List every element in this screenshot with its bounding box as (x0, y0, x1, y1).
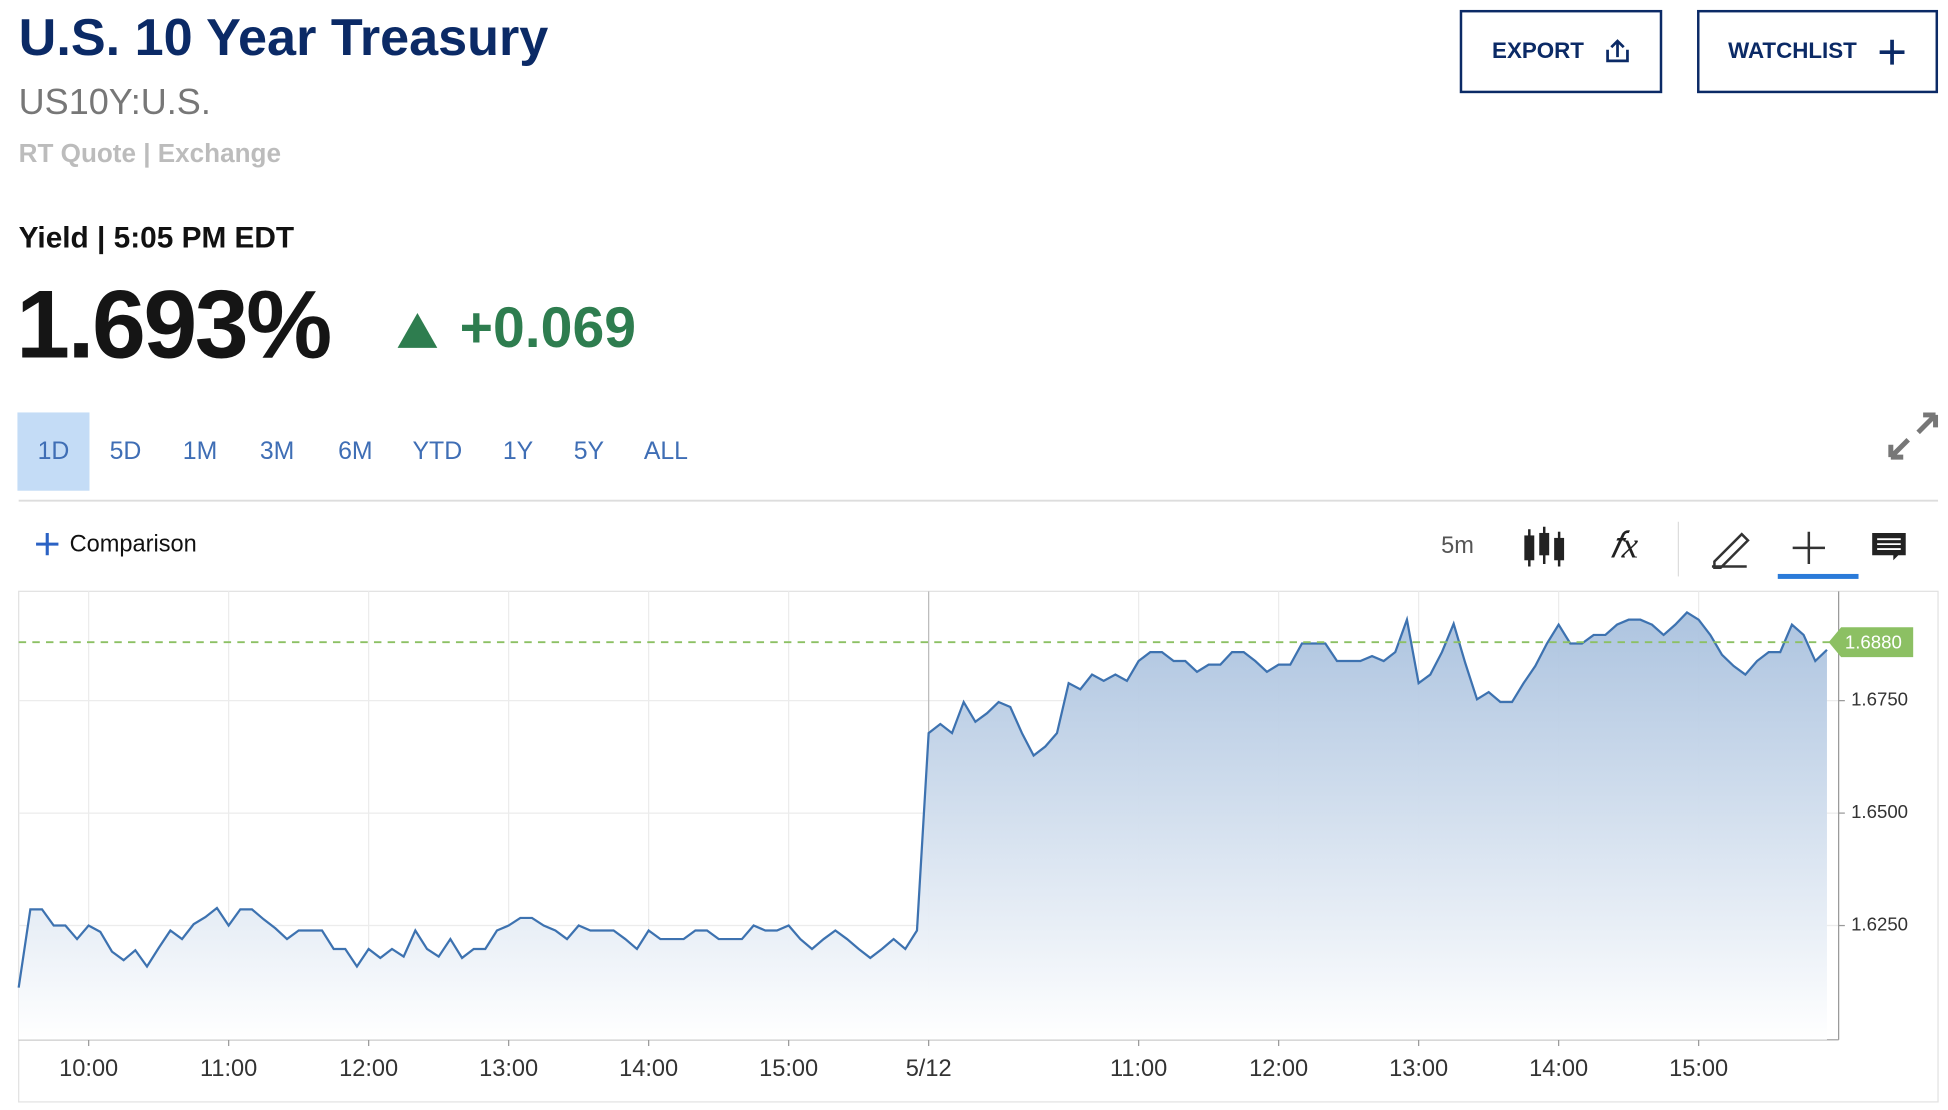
price-line (17, 611, 1828, 988)
interval[interactable]: 5m (1441, 533, 1474, 559)
chart-frame (18, 590, 1939, 1103)
price: 1.693% (16, 269, 330, 378)
watchlist-button[interactable]: WATCHLIST (1697, 9, 1939, 94)
x-tick-label: 13:00 (479, 1056, 538, 1082)
tab-label: YTD (412, 438, 462, 465)
reference-label: 1.6880 (1845, 631, 1902, 652)
studies-icon[interactable]: 𝑓x (1610, 526, 1639, 567)
range-tab[interactable]: 5Y (574, 438, 605, 465)
comparison-label: Comparison (70, 532, 197, 558)
x-tick-label: 10:00 (59, 1056, 118, 1082)
tab-label: 6M (338, 438, 373, 465)
y-tick-label: 1.6750 (1851, 689, 1908, 710)
expand-icon[interactable] (1888, 412, 1939, 460)
comment-lines (1877, 538, 1901, 551)
active-underline (1777, 573, 1859, 579)
x-tick-label: 5/12 (906, 1056, 952, 1082)
range-tab[interactable]: 1M (183, 438, 218, 465)
draw-icon[interactable] (1711, 532, 1750, 569)
tab-label: 5Y (574, 438, 605, 465)
y-tick-label: 1.6250 (1851, 913, 1908, 934)
up-arrow (397, 313, 438, 348)
tab-label: 1D (38, 438, 70, 465)
reference-tag (1828, 627, 1914, 658)
yield-label: Yield | 5:05 PM EDT (19, 222, 294, 255)
change: +0.069 (460, 296, 636, 360)
comment-icon[interactable] (1872, 532, 1906, 561)
range-tab[interactable]: 6M (338, 438, 373, 465)
tab-highlight (17, 412, 90, 491)
x-tick-label: 14:00 (1529, 1056, 1588, 1082)
area-fill (18, 612, 1827, 1040)
quote-source: RT Quote | Exchange (19, 138, 281, 168)
plus-icon (36, 532, 59, 556)
x-tick-label: 15:00 (759, 1056, 818, 1082)
x-tick-label: 11:00 (200, 1056, 257, 1082)
range-tab[interactable]: 1D (17, 412, 90, 491)
candles-icon[interactable] (1524, 526, 1565, 567)
y-tick-label: 1.6500 (1851, 801, 1908, 822)
range-tab[interactable]: 1Y (503, 438, 534, 465)
x-tick-label: 12:00 (1249, 1056, 1308, 1082)
range-tab[interactable]: 3M (260, 438, 295, 465)
tab-label: 5D (110, 438, 142, 465)
tab-label: ALL (644, 438, 688, 465)
range-tab[interactable]: YTD (412, 438, 462, 465)
button-label: EXPORT (1492, 38, 1584, 63)
export-icon (1606, 39, 1629, 63)
x-tick-label: 13:00 (1389, 1056, 1448, 1082)
plus-icon (1879, 39, 1905, 65)
button-label: WATCHLIST (1728, 38, 1857, 63)
x-tick-label: 12:00 (339, 1056, 398, 1082)
crosshair-icon[interactable] (1792, 531, 1825, 565)
tab-label: 3M (260, 438, 295, 465)
comparison-button[interactable]: Comparison (36, 532, 197, 558)
range-tab[interactable]: 5D (110, 438, 142, 465)
x-tick-label: 11:00 (1110, 1056, 1167, 1082)
symbol: US10Y:U.S. (19, 81, 211, 122)
tab-label: 1M (183, 438, 218, 465)
x-tick-label: 14:00 (619, 1056, 678, 1082)
tab-label: 1Y (503, 438, 534, 465)
x-tick-label: 15:00 (1669, 1056, 1728, 1082)
range-tabs: 1D 5D 1M 3M 6M YTD 1Y 5Y ALL (17, 412, 688, 491)
export-button[interactable]: EXPORT (1459, 9, 1663, 94)
chart: 1.6250 1.6500 1.6750 10:00 11:00 12:00 13:00 14… (17, 591, 1914, 1082)
range-tab[interactable]: ALL (644, 438, 688, 465)
title: U.S. 10 Year Treasury (19, 9, 549, 67)
